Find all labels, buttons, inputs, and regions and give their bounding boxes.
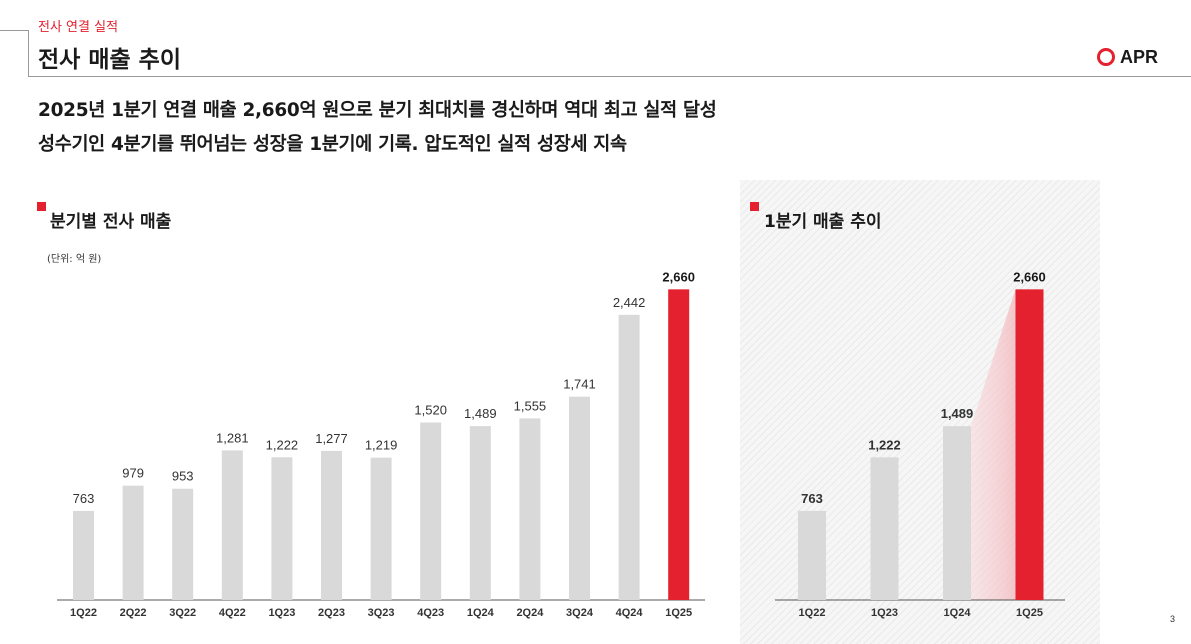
headline-1: 2025년 1분기 연결 매출 2,660억 원으로 분기 최대치를 경신하며 … — [38, 100, 717, 121]
left-value-1q23: 1,222 — [266, 437, 299, 452]
right-tick-1q22: 1Q22 — [799, 607, 826, 619]
left-tick-1q23: 1Q23 — [268, 607, 295, 619]
left-value-4q24: 2,442 — [613, 295, 646, 310]
right-value-1q23: 1,222 — [868, 437, 901, 452]
right-chart-marker — [750, 202, 759, 211]
left-bar-4q23 — [420, 422, 442, 600]
left-bar-2q23 — [321, 450, 342, 600]
left-tick-1q24: 1Q24 — [467, 607, 495, 619]
right-bar-1q23 — [870, 457, 899, 600]
left-bar-3q23 — [370, 457, 392, 600]
left-bar-4q24 — [618, 314, 640, 600]
header-rule-top — [0, 30, 28, 31]
left-tick-3q23: 3Q23 — [368, 607, 395, 619]
left-tick-2q24: 2Q24 — [516, 607, 544, 619]
left-tick-3q22: 3Q22 — [169, 607, 196, 619]
right-tick-1q25: 1Q25 — [1016, 607, 1043, 619]
left-value-4q22: 1,281 — [216, 430, 249, 445]
left-value-1q22: 763 — [73, 491, 95, 506]
quarterly-revenue-chart: 763 1Q22 979 2Q22 953 3Q22 1,281 4Q22 1,222 1Q23 1… — [57, 269, 705, 619]
left-bar-1q23 — [271, 457, 293, 600]
right-bar-1q22 — [798, 510, 826, 600]
left-value-2q23: 1,277 — [315, 431, 348, 446]
right-value-1q22: 763 — [801, 491, 823, 506]
headline-2: 성수기인 4분기를 뛰어넘는 성장을 1분기에 기록. 압도적인 실적 성장세 … — [38, 134, 627, 155]
left-bar-1q24 — [469, 426, 491, 600]
left-tick-1q22: 1Q22 — [70, 607, 97, 619]
right-growth-wedge — [971, 289, 1016, 600]
left-tick-4q23: 4Q23 — [417, 607, 444, 619]
left-bar-1q25 — [668, 289, 690, 600]
left-bar-4q22 — [221, 450, 243, 600]
left-value-1q24: 1,489 — [464, 406, 497, 421]
right-value-1q24: 1,489 — [941, 406, 974, 421]
left-tick-3q24: 3Q24 — [566, 607, 594, 619]
left-tick-4q24: 4Q24 — [616, 607, 644, 619]
right-bar-1q24 — [943, 426, 971, 600]
left-value-4q23: 1,520 — [414, 402, 447, 417]
q1-revenue-chart: 763 1Q22 1,222 1Q23 1,489 1Q24 2,660 1Q25 — [775, 269, 1065, 619]
left-bar-1q22 — [73, 510, 94, 600]
left-tick-4q22: 4Q22 — [219, 607, 246, 619]
left-bar-2q24 — [519, 418, 541, 600]
right-chart-title: 1분기 매출 추이 — [764, 212, 882, 232]
left-value-3q22: 953 — [172, 469, 194, 484]
logo-ring-icon — [1097, 48, 1115, 66]
unit-label: (단위: 억 원) — [47, 254, 102, 265]
right-value-1q25: 2,660 — [1013, 269, 1046, 284]
page-number: 3 — [1170, 614, 1176, 624]
left-bar-2q22 — [122, 485, 144, 600]
section-tag: 전사 연결 실적 — [38, 20, 119, 35]
left-value-2q22: 979 — [122, 466, 144, 481]
left-chart-marker — [37, 202, 46, 211]
right-tick-1q24: 1Q24 — [944, 607, 972, 619]
left-tick-1q25: 1Q25 — [665, 607, 692, 619]
left-bar-3q22 — [172, 488, 194, 600]
right-bar-1q25 — [1015, 289, 1044, 600]
left-value-3q23: 1,219 — [365, 438, 398, 453]
left-tick-2q23: 2Q23 — [318, 607, 345, 619]
left-bar-3q24 — [569, 396, 590, 600]
left-tick-2q22: 2Q22 — [120, 607, 147, 619]
page-title: 전사 매출 추이 — [38, 47, 181, 73]
header-rule-left — [28, 30, 29, 76]
left-chart-title: 분기별 전사 매출 — [50, 212, 172, 232]
header-rule-bottom — [28, 76, 1191, 77]
left-value-3q24: 1,741 — [563, 377, 596, 392]
logo-text: APR — [1120, 46, 1159, 67]
left-value-1q25: 2,660 — [662, 269, 695, 284]
apr-logo: APR — [1097, 43, 1158, 71]
left-value-2q24: 1,555 — [514, 398, 547, 413]
right-tick-1q23: 1Q23 — [871, 607, 898, 619]
